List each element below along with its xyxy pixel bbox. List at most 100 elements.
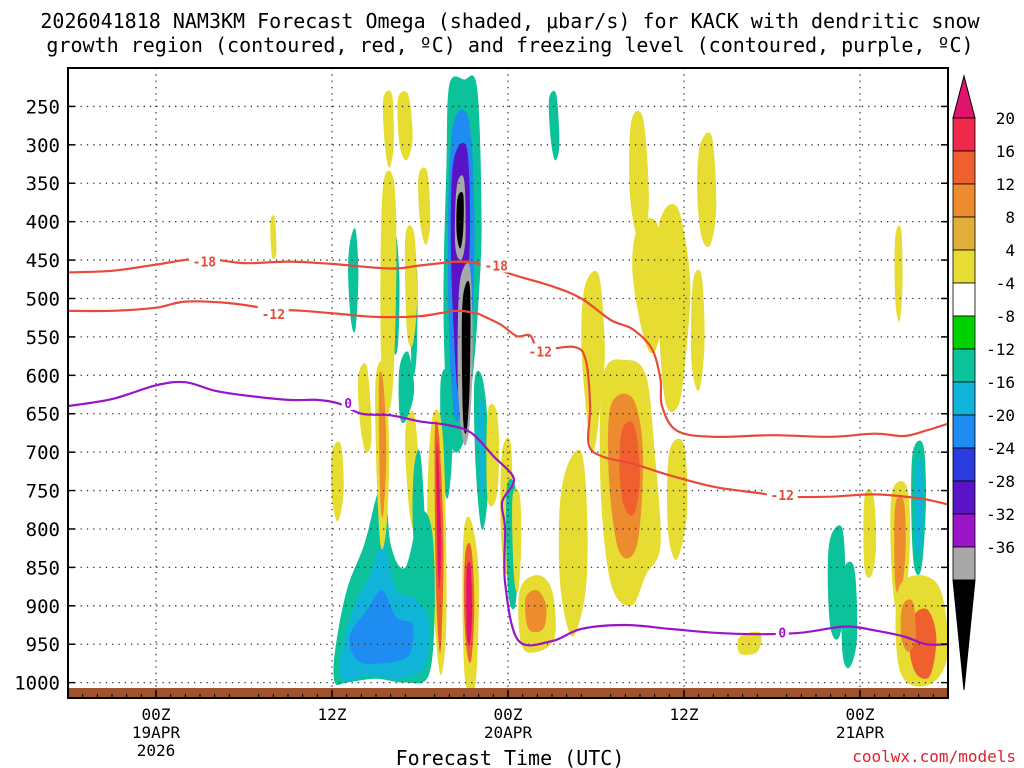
omega-region-26 <box>398 351 415 424</box>
colorbar-label-9: -20 <box>986 406 1015 425</box>
omega-region-42 <box>525 590 547 633</box>
colorbar-label-8: -16 <box>986 373 1015 392</box>
colorbar-swatch-4 <box>952 249 976 284</box>
omega-region-43 <box>558 449 588 637</box>
y-tick-label-300: 300 <box>26 135 60 157</box>
colorbar-label-5: -4 <box>996 274 1015 293</box>
omega-region-49 <box>657 204 691 413</box>
omega-region-30 <box>378 371 387 518</box>
colorbar-swatch-3 <box>952 216 976 251</box>
omega-region-33 <box>382 90 394 168</box>
y-tick-label-900: 900 <box>26 596 60 618</box>
colorbar-label-6: -8 <box>996 307 1015 326</box>
contour-dgz-18-east <box>456 260 948 439</box>
colorbar-bottom-arrow <box>952 579 976 691</box>
x-tick-label-6-0: 00Z <box>142 705 171 724</box>
omega-region-32 <box>331 441 344 522</box>
omega-region-27 <box>380 170 397 414</box>
x-tick-label-54-0: 00Z <box>846 705 875 724</box>
colorbar-label-3: 8 <box>1005 208 1015 227</box>
omega-region-47 <box>619 421 640 516</box>
colorbar-swatch-12 <box>952 513 976 548</box>
temperature-contours <box>68 257 948 647</box>
y-tick-label-950: 950 <box>26 634 60 656</box>
omega-region-65 <box>737 631 762 656</box>
omega-region-60 <box>915 458 924 557</box>
colorbar-swatch-7 <box>952 348 976 383</box>
contour-dgz-18-west <box>68 257 479 274</box>
label-0-b-bg <box>775 624 789 640</box>
omega-region-23 <box>348 228 359 333</box>
label-12-b: -12 <box>529 346 552 361</box>
colorbar-label-11: -28 <box>986 472 1015 491</box>
label-12-c-bg <box>766 487 798 503</box>
colorbar-top-arrow <box>952 74 976 119</box>
colorbar-label-2: 12 <box>996 175 1015 194</box>
contour-freezing-level <box>68 380 948 647</box>
omega-region-44 <box>581 270 605 453</box>
omega-region-22 <box>412 449 425 588</box>
label-18-a: -18 <box>193 256 217 271</box>
colorbar-swatch-5 <box>952 282 976 317</box>
y-tick-label-550: 550 <box>26 327 60 349</box>
y-tick-label-450: 450 <box>26 250 60 272</box>
label-12-c: -12 <box>771 489 794 504</box>
omega-region-31 <box>357 363 372 453</box>
colorbar-swatch-10 <box>952 447 976 482</box>
label-18-b-bg <box>480 257 512 273</box>
contour-labels: -18 -18 -12 -12 -12 0 0 <box>188 253 798 642</box>
x-tick-label-6-1: 19APR <box>132 723 181 742</box>
omega-region-66 <box>270 215 277 259</box>
colorbar-swatch-13 <box>952 546 976 581</box>
y-tick-label-250: 250 <box>26 96 60 118</box>
colorbar-swatch-9 <box>952 414 976 449</box>
colorbar-label-4: 4 <box>1005 241 1015 260</box>
omega-region-40 <box>548 90 560 161</box>
omega-region-54 <box>827 525 846 640</box>
x-axis-title: Forecast Time (UTC) <box>396 746 625 768</box>
colorbar-swatch-6 <box>952 315 976 350</box>
contour-dgz-12-east <box>478 312 948 506</box>
y-tick-label-1000: 1000 <box>14 673 60 695</box>
omega-region-39 <box>512 488 522 593</box>
label-0-a: 0 <box>344 397 352 412</box>
omega-region-17 <box>478 399 485 499</box>
omega-region-64 <box>894 225 903 322</box>
y-axis: 250 300 350 400 450 500 550 600 650 700 750 800 850 9… <box>14 96 948 695</box>
colorbar-swatch-8 <box>952 381 976 416</box>
colorbar-label-7: -12 <box>986 340 1015 359</box>
colorbar-label-1: 16 <box>996 142 1015 161</box>
grid-lines <box>68 68 948 698</box>
colorbar-swatch-11 <box>952 480 976 515</box>
chart-title-line2: growth region (contoured, red, ºC) and f… <box>46 33 973 57</box>
colorbar-swatch-2 <box>952 183 976 218</box>
y-tick-label-800: 800 <box>26 519 60 541</box>
omega-region-56 <box>863 488 877 578</box>
label-12-a: -12 <box>262 308 285 323</box>
colorbar-label-12: -32 <box>986 505 1015 524</box>
y-tick-label-700: 700 <box>26 442 60 464</box>
label-0-b: 0 <box>778 627 786 642</box>
x-tick-label-54-1: 21APR <box>836 723 885 742</box>
label-0-a-bg <box>341 394 355 410</box>
y-tick-label-600: 600 <box>26 365 60 387</box>
omega-region-58 <box>894 496 906 595</box>
y-tick-label-750: 750 <box>26 481 60 503</box>
label-12-b-bg <box>524 343 556 359</box>
label-12-a-bg <box>257 305 289 321</box>
omega-region-51 <box>697 132 717 247</box>
y-tick-label-350: 350 <box>26 173 60 195</box>
omega-region-20 <box>349 590 414 665</box>
chart-title-line1: 2026041818 NAM3KM Forecast Omega (shaded… <box>40 9 980 33</box>
x-tick-label-42-0: 12Z <box>670 705 699 724</box>
omega-region-55 <box>841 561 858 669</box>
credit-text: coolwx.com/models <box>852 747 1016 766</box>
omega-region-53 <box>667 438 688 560</box>
colorbar-label-0: 20 <box>996 109 1015 128</box>
omega-region-34 <box>397 91 413 161</box>
y-tick-label-500: 500 <box>26 288 60 310</box>
omega-region-7 <box>461 280 471 434</box>
x-tick-label-30-0: 00Z <box>494 705 523 724</box>
